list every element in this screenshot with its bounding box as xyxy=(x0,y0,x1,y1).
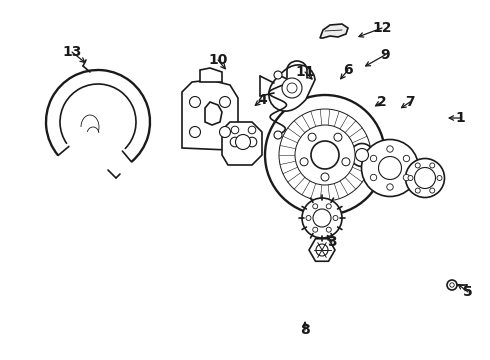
Circle shape xyxy=(408,175,413,180)
Text: 3: 3 xyxy=(327,235,337,249)
Circle shape xyxy=(430,163,435,168)
Circle shape xyxy=(190,96,200,108)
Circle shape xyxy=(326,204,331,209)
Circle shape xyxy=(313,204,318,209)
Circle shape xyxy=(415,188,420,193)
Circle shape xyxy=(236,135,250,149)
Polygon shape xyxy=(205,102,222,125)
Circle shape xyxy=(282,78,302,98)
Circle shape xyxy=(231,126,239,134)
Circle shape xyxy=(311,141,339,169)
Circle shape xyxy=(220,126,230,138)
Circle shape xyxy=(415,163,420,168)
Circle shape xyxy=(350,144,373,166)
Circle shape xyxy=(430,188,435,193)
Text: 5: 5 xyxy=(463,285,473,299)
Circle shape xyxy=(403,155,410,162)
Text: 8: 8 xyxy=(300,323,310,337)
Circle shape xyxy=(387,146,393,152)
Circle shape xyxy=(248,126,256,134)
Circle shape xyxy=(274,71,282,79)
Circle shape xyxy=(306,216,311,220)
Circle shape xyxy=(356,149,368,162)
Polygon shape xyxy=(200,68,222,82)
Circle shape xyxy=(230,137,240,147)
Text: 1: 1 xyxy=(455,111,465,125)
Circle shape xyxy=(406,158,444,198)
Polygon shape xyxy=(309,239,335,261)
Circle shape xyxy=(302,198,342,238)
Circle shape xyxy=(334,133,342,141)
Circle shape xyxy=(316,244,328,256)
Text: 10: 10 xyxy=(208,53,228,67)
Circle shape xyxy=(313,227,318,232)
Circle shape xyxy=(362,139,418,197)
Text: 12: 12 xyxy=(372,21,392,35)
Circle shape xyxy=(450,283,454,287)
Circle shape xyxy=(190,126,200,138)
Circle shape xyxy=(333,216,338,220)
Circle shape xyxy=(295,125,355,185)
Circle shape xyxy=(300,158,308,166)
Circle shape xyxy=(387,184,393,190)
Circle shape xyxy=(287,83,297,93)
Circle shape xyxy=(279,109,371,201)
Circle shape xyxy=(274,131,282,139)
Polygon shape xyxy=(320,24,348,38)
Circle shape xyxy=(326,227,331,232)
Circle shape xyxy=(321,173,329,181)
Circle shape xyxy=(403,174,410,181)
Circle shape xyxy=(342,158,350,166)
Text: 11: 11 xyxy=(295,65,315,79)
Text: 2: 2 xyxy=(377,95,387,109)
Circle shape xyxy=(378,157,401,180)
Circle shape xyxy=(220,96,230,108)
Circle shape xyxy=(370,174,377,181)
Polygon shape xyxy=(222,122,262,165)
Circle shape xyxy=(447,280,457,290)
Circle shape xyxy=(308,133,316,141)
Circle shape xyxy=(437,175,442,180)
Circle shape xyxy=(247,137,257,147)
Polygon shape xyxy=(182,80,238,150)
Polygon shape xyxy=(269,65,315,111)
Text: 7: 7 xyxy=(405,95,415,109)
Text: 6: 6 xyxy=(343,63,353,77)
Text: 4: 4 xyxy=(257,93,267,107)
Text: 9: 9 xyxy=(380,48,390,62)
Circle shape xyxy=(265,95,385,215)
Circle shape xyxy=(370,155,377,162)
Text: 13: 13 xyxy=(62,45,82,59)
Circle shape xyxy=(415,167,436,189)
Circle shape xyxy=(313,209,331,227)
